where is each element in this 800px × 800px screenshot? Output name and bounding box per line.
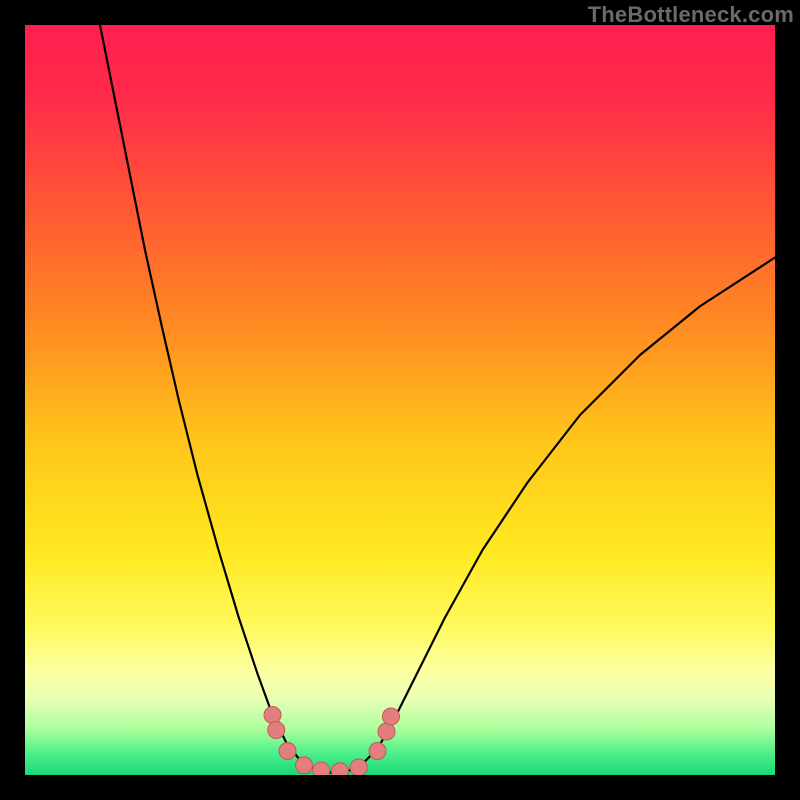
watermark-text: TheBottleneck.com: [588, 2, 794, 28]
marker-dot: [264, 707, 281, 724]
marker-dot: [332, 763, 349, 775]
marker-dot: [378, 723, 395, 740]
marker-dot: [350, 759, 367, 775]
marker-dot: [268, 722, 285, 739]
marker-dot: [296, 757, 313, 774]
marker-dot: [279, 743, 296, 760]
gradient-background: [25, 25, 775, 775]
marker-dot: [383, 708, 400, 725]
plot-area: [25, 25, 775, 775]
gradient-chart: [25, 25, 775, 775]
marker-dot: [313, 762, 330, 775]
marker-dot: [369, 743, 386, 760]
